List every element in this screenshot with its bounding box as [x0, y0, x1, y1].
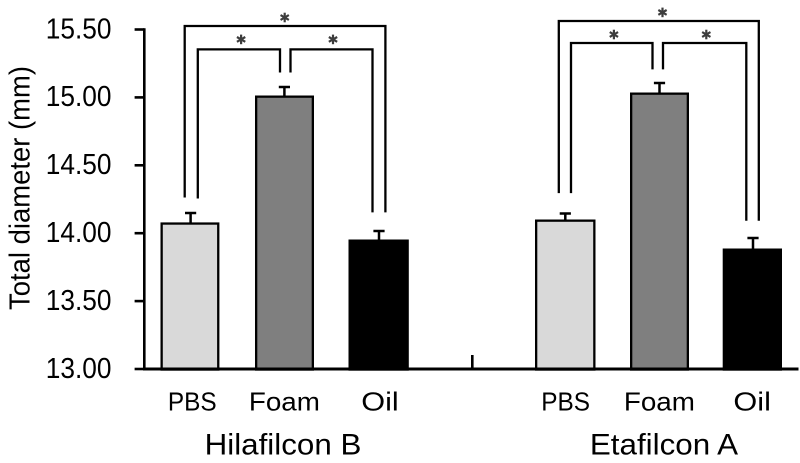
svg-text:14.50: 14.50	[46, 149, 112, 181]
svg-text:PBS: PBS	[168, 387, 217, 417]
svg-text:PBS: PBS	[541, 387, 590, 417]
svg-text:15.00: 15.00	[46, 81, 112, 113]
svg-text:14.00: 14.00	[46, 217, 112, 249]
svg-text:Foam: Foam	[624, 387, 695, 417]
svg-text:15.50: 15.50	[46, 13, 112, 45]
svg-text:Hilafilcon B: Hilafilcon B	[205, 428, 362, 461]
svg-text:Total diameter (mm): Total diameter (mm)	[5, 66, 37, 310]
svg-text:13.50: 13.50	[46, 285, 112, 317]
svg-text:Oil: Oil	[733, 387, 771, 417]
svg-text:Foam: Foam	[249, 387, 320, 417]
svg-text:Oil: Oil	[361, 387, 399, 417]
svg-text:Etafilcon A: Etafilcon A	[590, 428, 738, 461]
svg-text:13.00: 13.00	[46, 353, 112, 385]
